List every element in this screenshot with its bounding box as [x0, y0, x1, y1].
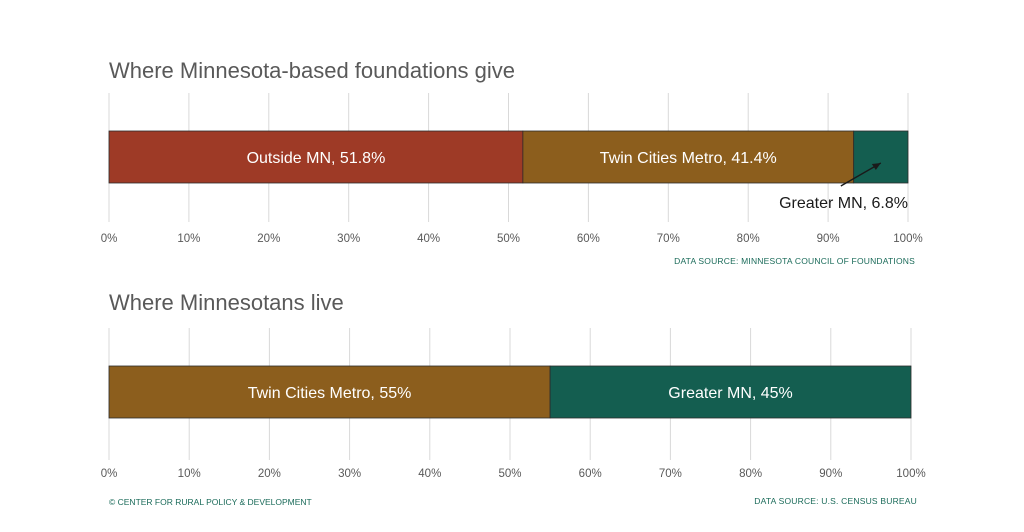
- x-tick-label: 30%: [338, 468, 361, 480]
- x-tick-label: 60%: [577, 233, 600, 245]
- x-tick-label: 20%: [258, 468, 281, 480]
- population-plot: 0% 10% 20% 30% 40% 50% 60% 70% 80% 90% 100% Twin Ci…: [101, 328, 926, 480]
- data-label: Twin Cities Metro, 55%: [248, 385, 412, 402]
- x-tick-label: 0%: [101, 468, 118, 480]
- data-label: Greater MN, 6.8%: [779, 195, 908, 212]
- data-source: DATA SOURCE: MINNESOTA COUNCIL OF FOUNDA…: [674, 256, 915, 266]
- callout-arrowhead: [871, 163, 881, 170]
- foundations-plot: 0% 10% 20% 30% 40% 50% 60% 70% 80% 90% 100% Outside…: [101, 93, 923, 245]
- data-label: Greater MN, 45%: [668, 385, 792, 402]
- copyright-notice: © CENTER FOR RURAL POLICY & DEVELOPMENT: [109, 497, 312, 507]
- x-tick-label: 70%: [659, 468, 682, 480]
- x-tick-label: 70%: [657, 233, 680, 245]
- x-tick-label: 10%: [178, 468, 201, 480]
- population-chart: Where Minnesotans live 0% 10% 20% 30% 40% 50%…: [0, 280, 1024, 530]
- chart-title: Where Minnesota-based foundations give: [109, 58, 516, 83]
- x-tick-label: 100%: [896, 468, 925, 480]
- x-tick-label: 20%: [257, 233, 280, 245]
- x-tick-label: 60%: [579, 468, 602, 480]
- foundations-chart: Where Minnesota-based foundations give 0…: [101, 58, 923, 266]
- x-tick-label: 90%: [819, 468, 842, 480]
- x-tick-label: 80%: [737, 233, 760, 245]
- x-tick-label: 0%: [101, 233, 118, 245]
- x-tick-label: 10%: [177, 233, 200, 245]
- data-label: Outside MN, 51.8%: [247, 150, 386, 167]
- x-tick-label: 50%: [497, 233, 520, 245]
- bar-segment: [549, 365, 912, 419]
- x-tick-label: 100%: [893, 233, 922, 245]
- x-tick-label: 80%: [739, 468, 762, 480]
- bar-segment: [108, 365, 551, 419]
- x-tick-label: 90%: [817, 233, 840, 245]
- data-label: Twin Cities Metro, 41.4%: [600, 150, 777, 167]
- x-tick-label: 40%: [417, 233, 440, 245]
- x-tick-label: 40%: [418, 468, 441, 480]
- data-source: DATA SOURCE: U.S. CENSUS BUREAU: [754, 496, 917, 506]
- x-tick-label: 30%: [337, 233, 360, 245]
- chart-title: Where Minnesotans live: [109, 290, 344, 315]
- bar-segment: [853, 130, 909, 184]
- x-tick-label: 50%: [498, 468, 521, 480]
